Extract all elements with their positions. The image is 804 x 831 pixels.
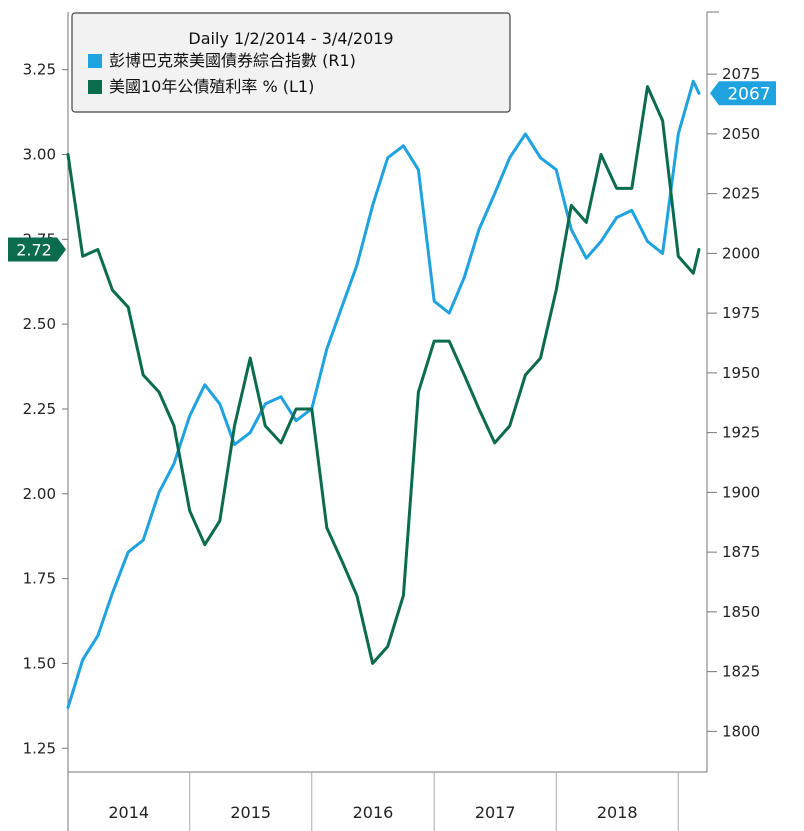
last-value-label-bond-index: 2067 <box>727 84 770 104</box>
legend-entry: 美國10年公債殖利率 % (L1) <box>109 77 314 96</box>
right-tick-label: 2025 <box>722 185 760 203</box>
left-tick-label: 1.25 <box>23 739 56 757</box>
x-tick-label: 2016 <box>353 803 394 822</box>
right-tick-label: 1900 <box>722 483 760 501</box>
x-tick-label: 2014 <box>108 803 149 822</box>
right-tick-label: 1825 <box>722 663 760 681</box>
left-tick-label: 2.50 <box>23 315 56 333</box>
legend-entry: 彭博巴克萊美國債券綜合指數 (R1) <box>109 51 356 70</box>
right-tick-label: 2075 <box>722 65 760 83</box>
value-labels: 2067 2.72 <box>8 81 776 262</box>
right-tick-label: 1925 <box>722 424 760 442</box>
left-tick-label: 2.00 <box>23 485 56 503</box>
last-value-tag-bond-index <box>710 81 776 106</box>
legend-box <box>71 12 511 113</box>
left-tick-label: 1.75 <box>23 570 56 588</box>
legend-swatch <box>88 54 102 68</box>
right-tick-label: 2050 <box>722 125 760 143</box>
series-line-bond-index <box>66 79 701 709</box>
axes: 1.251.501.752.002.252.502.753.003.251800… <box>23 11 760 831</box>
right-tick-label: 1800 <box>722 722 760 740</box>
last-value-tag-treasury-yield <box>8 237 66 262</box>
legend: Daily 1/2/2014 - 3/4/2019 彭博巴克萊美國債券綜合指數 (… <box>71 12 511 113</box>
legend-swatch <box>88 80 102 94</box>
x-tick-label: 2018 <box>597 803 638 822</box>
series-layer <box>66 79 701 709</box>
right-tick-label: 2000 <box>722 244 760 262</box>
right-tick-label: 1975 <box>722 304 760 322</box>
legend-title: Daily 1/2/2014 - 3/4/2019 <box>188 29 393 48</box>
series-line-treasury-yield <box>66 85 701 665</box>
left-tick-label: 2.25 <box>23 400 56 418</box>
right-tick-label: 1950 <box>722 364 760 382</box>
left-tick-label: 3.00 <box>23 146 56 164</box>
x-tick-label: 2015 <box>230 803 271 822</box>
x-tick-label: 2017 <box>475 803 516 822</box>
left-tick-label: 1.50 <box>23 654 56 672</box>
left-tick-label: 3.25 <box>23 61 56 79</box>
right-tick-label: 1875 <box>722 543 760 561</box>
last-value-label-treasury-yield: 2.72 <box>16 241 52 260</box>
right-tick-label: 1850 <box>722 603 760 621</box>
